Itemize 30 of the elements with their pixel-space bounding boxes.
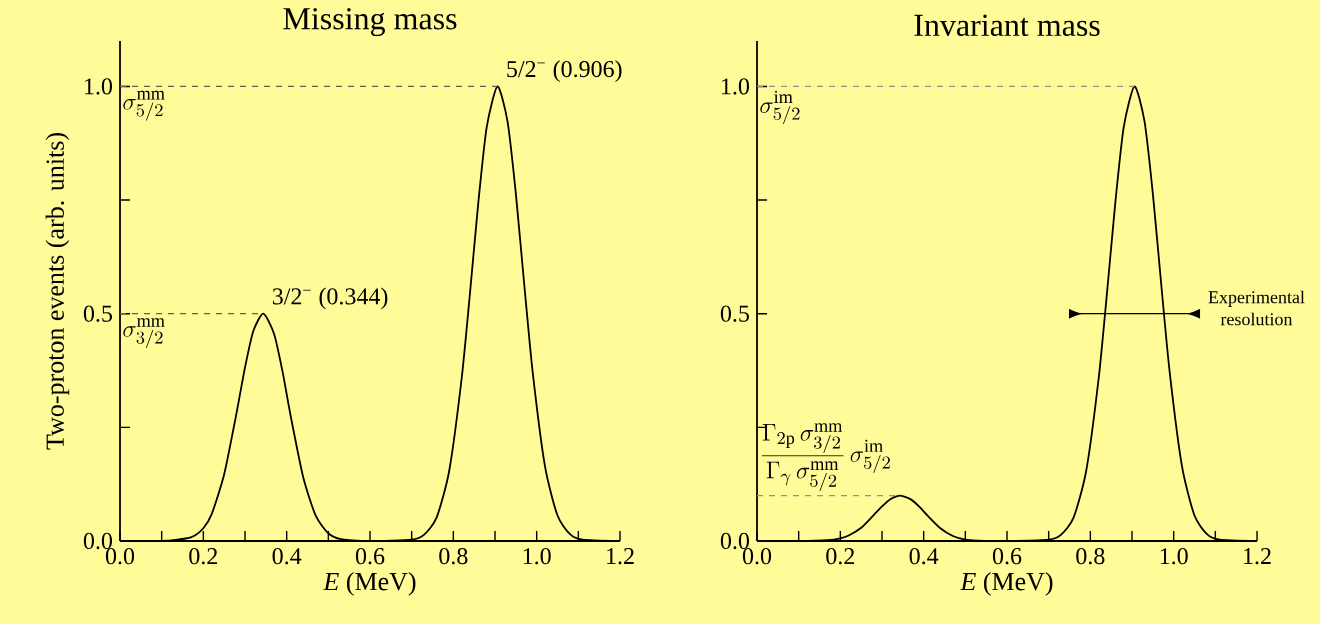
x-tick-label: 0.6 <box>992 548 1022 565</box>
x-tick-label: 0.4 <box>272 548 302 565</box>
y-tick-label: 1.0 <box>722 78 750 95</box>
x-tick-label: 0.4 <box>909 548 939 565</box>
x-tick-label: 0.0 <box>742 548 772 565</box>
x-tick-label: 1.0 <box>523 548 551 565</box>
x-axis-title: E (MeV) <box>323 572 416 596</box>
chart-title: Invariant mass <box>914 14 1100 37</box>
annotation: 5/2$^{−}$ (0.906) <box>507 60 622 83</box>
annotation: 3/2$^{−}$ (0.344) <box>272 287 388 310</box>
annotation: Experimental resolution <box>1208 290 1305 326</box>
ref-line-label: $\sigma_{5/2}^{\mathrm{im}}$ <box>760 90 800 125</box>
y-tick-label: 1.0 <box>85 78 113 95</box>
x-axis-title: E (MeV) <box>960 572 1053 596</box>
x-tick-label: 0.0 <box>105 548 135 565</box>
x-tick-label: 1.2 <box>1244 548 1271 565</box>
x-tick-label: 0.8 <box>439 548 468 565</box>
y-tick-label: 0.5 <box>720 305 750 322</box>
x-tick-label: 1.2 <box>607 548 634 565</box>
y-axis-title: Two-proton events (arb. units) <box>45 133 70 450</box>
x-tick-label: 0.6 <box>355 548 385 565</box>
x-tick-label: 0.8 <box>1076 548 1105 565</box>
ref-line-label: $\frac{\Gamma_{2\mathrm{p}}\,\sigma_{3/2}^{\mathrm{mm}}}{\Gamma_{\gamma}\,\sigma_{5/2}^{\mathrm{mm}}}\,\sigma_{5/2}^{\mathrm{im}}$ <box>761 423 890 492</box>
x-tick-label: 1.0 <box>1160 548 1188 565</box>
chart-title: Missing mass <box>283 8 457 37</box>
x-tick-label: 0.2 <box>189 548 218 565</box>
y-tick-label: 0.5 <box>83 305 113 322</box>
ref-line-label: $\sigma_{3/2}^{\mathrm{mm}}$ <box>123 318 165 348</box>
x-tick-label: 0.2 <box>826 548 855 565</box>
ref-line-label: $\sigma_{5/2}^{\mathrm{mm}}$ <box>123 90 165 121</box>
